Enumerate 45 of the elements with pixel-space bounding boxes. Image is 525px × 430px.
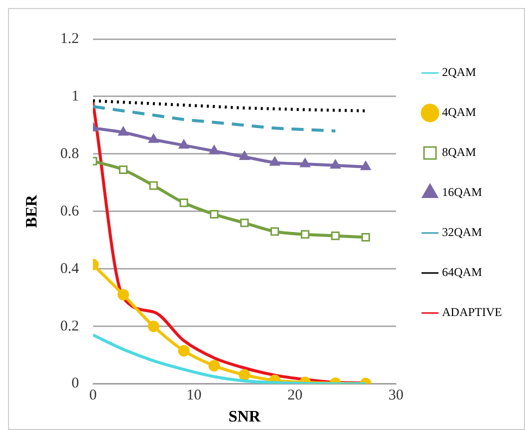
point <box>208 360 220 372</box>
y-tick-label: 0.4 <box>60 260 80 277</box>
point <box>148 134 159 143</box>
legend-label: 8QAM <box>442 145 476 160</box>
point <box>300 158 310 168</box>
point <box>238 369 250 381</box>
x-axis-title: SNR <box>228 408 261 426</box>
line-series <box>92 99 368 112</box>
x-tick-label: 20 <box>287 388 302 404</box>
point <box>209 145 220 154</box>
y-tick-label: 0.8 <box>60 146 79 162</box>
point <box>360 161 371 170</box>
point <box>240 218 249 228</box>
point <box>178 345 190 357</box>
y-tick-label: 1.2 <box>60 30 79 47</box>
x-tick-label: 30 <box>388 388 404 404</box>
legend-label: 4QAM <box>442 105 476 120</box>
y-tick-label: 0 <box>71 376 79 392</box>
y-axis-title: BER <box>24 194 41 228</box>
point <box>270 156 280 166</box>
legend-label: 64QAM <box>442 265 482 280</box>
legend-label: 2QAM <box>442 65 476 80</box>
legend-label: 16QAM <box>442 185 482 200</box>
point <box>149 181 158 190</box>
point <box>361 232 370 242</box>
point <box>148 320 160 332</box>
y-tick-label: 1 <box>71 88 79 104</box>
point <box>118 165 128 174</box>
y-tick-label: 0.2 <box>60 318 79 334</box>
x-tick-label: 10 <box>186 388 202 404</box>
point <box>270 227 280 236</box>
legend-label: 32QAM <box>442 225 482 240</box>
point <box>210 210 218 219</box>
y-tick-label: 0.6 <box>60 203 80 220</box>
point <box>330 160 340 169</box>
point <box>300 230 310 239</box>
line-series <box>92 105 337 132</box>
legend-label: ADAPTIVE <box>442 305 502 320</box>
x-tick-label: 0 <box>89 388 97 404</box>
point <box>118 288 130 300</box>
point <box>178 140 189 149</box>
point <box>331 232 340 240</box>
point <box>180 198 188 208</box>
point <box>118 126 128 136</box>
point <box>239 151 250 160</box>
